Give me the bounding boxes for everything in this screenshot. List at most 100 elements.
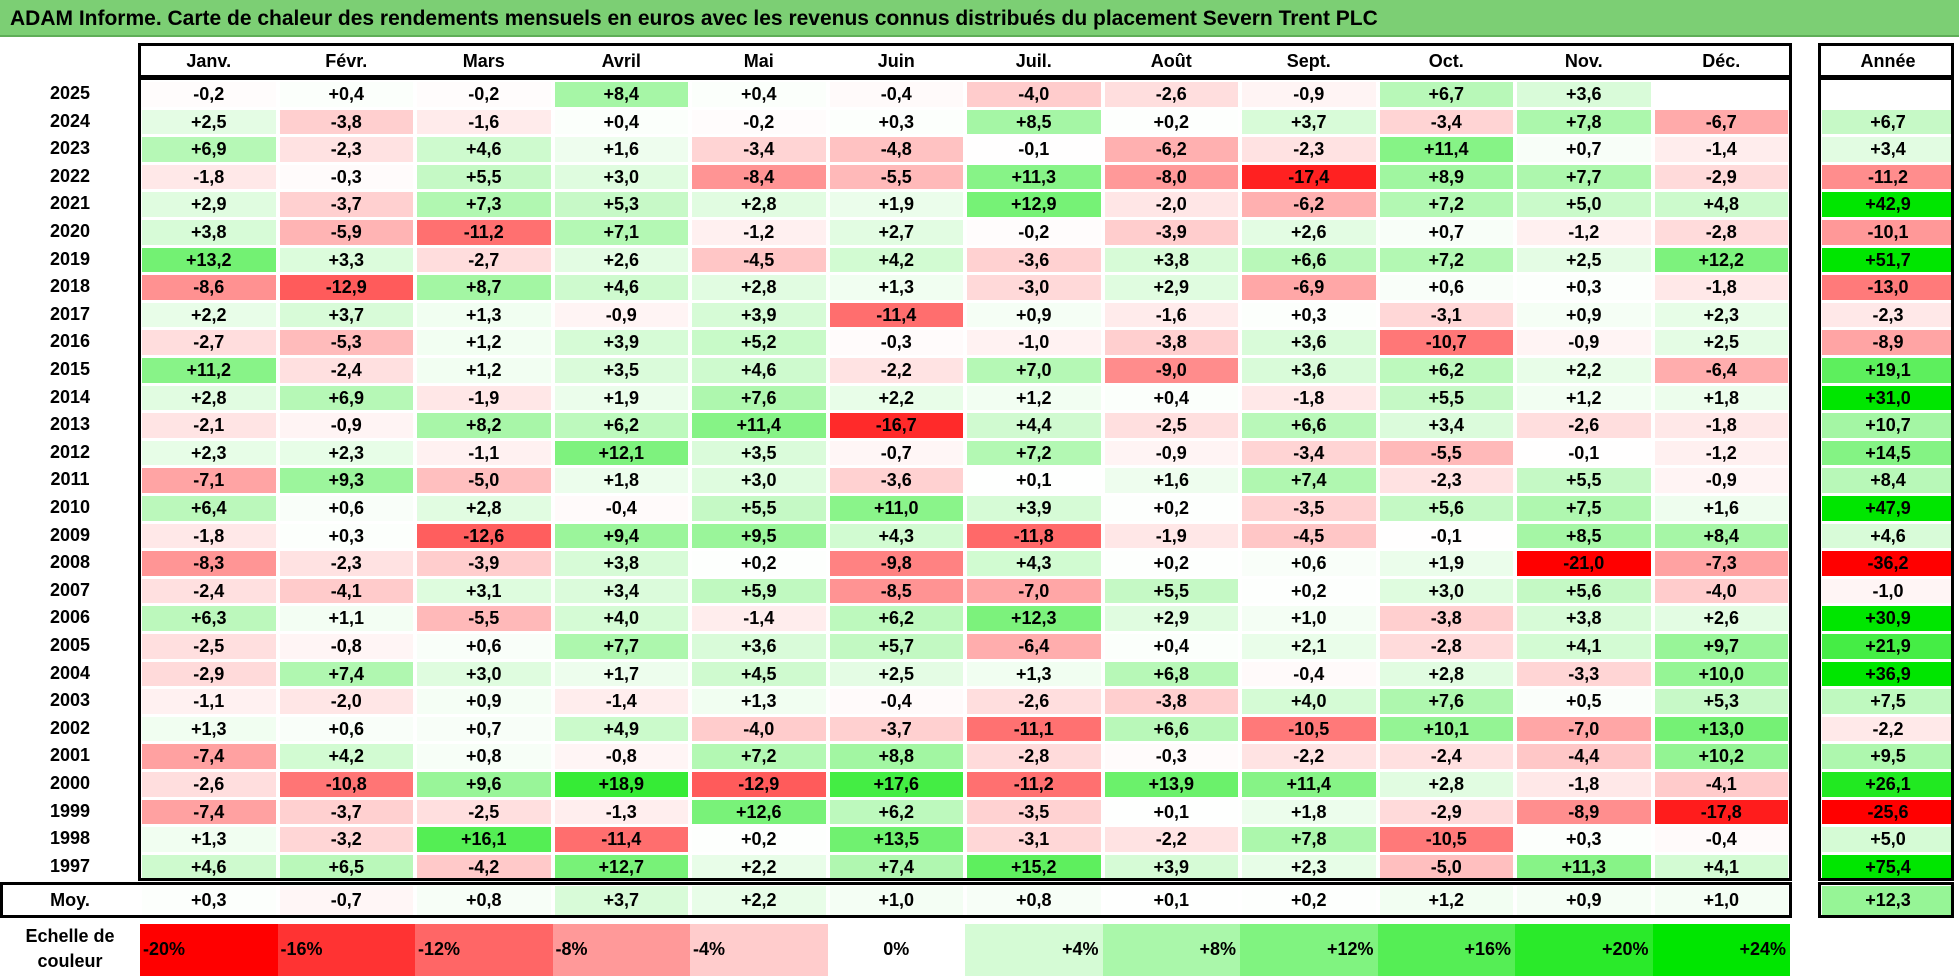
heatmap-cell: -0,2 bbox=[142, 82, 276, 107]
heatmap-cell: -2,9 bbox=[1654, 164, 1788, 190]
annual-cell: +8,4 bbox=[1822, 468, 1954, 493]
heatmap-cell: -0,9 bbox=[1242, 82, 1376, 107]
heatmap-cell: +9,4 bbox=[554, 523, 688, 549]
row-year-label: 2006 bbox=[49, 607, 91, 628]
heatmap-cell: -2,1 bbox=[142, 413, 276, 438]
heatmap-cell: +4,1 bbox=[1517, 634, 1651, 659]
color-scale-stop: -20% bbox=[140, 924, 278, 976]
color-scale-stop: 0% bbox=[827, 924, 965, 976]
color-scale-stop: +4% bbox=[965, 924, 1103, 976]
heatmap-cell: +0,1 bbox=[967, 468, 1101, 493]
heatmap-cell: +8,5 bbox=[967, 109, 1101, 135]
annual-cell: +19,1 bbox=[1822, 358, 1954, 383]
heatmap-cell: -3,4 bbox=[1379, 109, 1513, 135]
annual-cell: +30,9 bbox=[1822, 606, 1954, 631]
heatmap-cell: +1,6 bbox=[1104, 468, 1238, 493]
color-scale-stop: +12% bbox=[1240, 924, 1378, 976]
heatmap-cell: -0,4 bbox=[829, 689, 963, 714]
heatmap-cell: -1,8 bbox=[1654, 413, 1788, 438]
annual-cell: +3,4 bbox=[1822, 137, 1954, 162]
heatmap-cell: -1,3 bbox=[554, 799, 688, 825]
heatmap-cell: +6,5 bbox=[279, 854, 413, 880]
heatmap-cell: +4,0 bbox=[1242, 689, 1376, 714]
heatmap-cell: -0,4 bbox=[829, 82, 963, 107]
heatmap-cell: +13,9 bbox=[1104, 772, 1238, 797]
heatmap-cell: +6,2 bbox=[554, 413, 688, 438]
heatmap-cell: +4,4 bbox=[967, 413, 1101, 438]
average-cell: +0,2 bbox=[1242, 886, 1376, 916]
heatmap-cell: +7,7 bbox=[1517, 164, 1651, 190]
heatmap-cell: -1,9 bbox=[417, 385, 551, 411]
row-year-label: 2011 bbox=[50, 469, 90, 490]
heatmap-cell: -4,2 bbox=[417, 854, 551, 880]
heatmap-cell: +13,2 bbox=[142, 247, 276, 273]
heatmap-cell: -2,2 bbox=[1242, 744, 1376, 769]
heatmap-cell: -12,6 bbox=[417, 523, 551, 549]
heatmap-cell: +4,6 bbox=[417, 137, 551, 162]
heatmap-cell: +7,4 bbox=[829, 854, 963, 880]
heatmap-cell: -2,2 bbox=[829, 358, 963, 383]
heatmap-cell: -3,7 bbox=[829, 716, 963, 742]
heatmap-cell: -8,4 bbox=[692, 164, 826, 190]
heatmap-cell: +0,6 bbox=[1242, 551, 1376, 576]
heatmap-cell: -1,2 bbox=[1517, 220, 1651, 245]
row-year-label: 2023 bbox=[49, 138, 91, 159]
heatmap-cell: +9,3 bbox=[279, 468, 413, 493]
heatmap-cell: +16,1 bbox=[417, 827, 551, 852]
heatmap-cell: +0,4 bbox=[279, 82, 413, 107]
color-scale-stop: +24% bbox=[1652, 924, 1790, 976]
average-cell: +3,7 bbox=[554, 886, 688, 916]
heatmap-cell: -6,7 bbox=[1654, 109, 1788, 135]
heatmap-cell: +0,6 bbox=[1379, 275, 1513, 300]
row-year-label: 2014 bbox=[49, 386, 91, 407]
heatmap-cell: -3,8 bbox=[279, 109, 413, 135]
heatmap-cell: +1,8 bbox=[1654, 385, 1788, 411]
heatmap-cell: +0,2 bbox=[1104, 109, 1238, 135]
heatmap-cell: +2,8 bbox=[1379, 661, 1513, 687]
annual-cell: +14,5 bbox=[1822, 440, 1954, 466]
month-header: Déc. bbox=[1702, 51, 1741, 71]
heatmap-cell: +3,6 bbox=[1517, 82, 1651, 107]
heatmap-cell: -0,9 bbox=[1104, 440, 1238, 466]
heatmap-cell: +1,3 bbox=[692, 689, 826, 714]
heatmap-cell: -3,6 bbox=[829, 468, 963, 493]
heatmap-cell: +5,5 bbox=[417, 164, 551, 190]
color-scale-label: Echelle de couleur bbox=[25, 926, 115, 971]
heatmap-cell: +3,8 bbox=[554, 551, 688, 576]
annual-cell: +6,7 bbox=[1822, 109, 1954, 135]
heatmap-cell: +1,3 bbox=[829, 275, 963, 300]
heatmap-cell: -6,9 bbox=[1242, 275, 1376, 300]
row-year-label: 2009 bbox=[49, 524, 91, 545]
heatmap-cell: +2,5 bbox=[1654, 330, 1788, 355]
heatmap-cell: -0,9 bbox=[279, 413, 413, 438]
heatmap-cell: +10,0 bbox=[1654, 661, 1788, 687]
heatmap-cell: +3,9 bbox=[692, 302, 826, 328]
heatmap-cell: +4,3 bbox=[829, 523, 963, 549]
heatmap-cell: +0,3 bbox=[279, 523, 413, 549]
row-year-label: 2013 bbox=[49, 414, 91, 435]
heatmap-cell: +2,6 bbox=[1242, 220, 1376, 245]
heatmap-cell: +4,6 bbox=[142, 854, 276, 880]
heatmap-cell: +12,3 bbox=[967, 606, 1101, 631]
heatmap-cell: -1,4 bbox=[692, 606, 826, 631]
heatmap-cell: -1,8 bbox=[1654, 275, 1788, 300]
average-cell: -0,7 bbox=[279, 886, 413, 916]
heatmap-cell: -0,1 bbox=[1379, 523, 1513, 549]
heatmap-cell: -8,0 bbox=[1104, 164, 1238, 190]
heatmap-cell: -2,3 bbox=[1242, 137, 1376, 162]
heatmap-cell: +0,7 bbox=[417, 716, 551, 742]
annual-cell: +21,9 bbox=[1822, 634, 1954, 659]
heatmap-cell: -5,9 bbox=[279, 220, 413, 245]
heatmap-cell: +3,3 bbox=[279, 247, 413, 273]
heatmap-cell: +2,5 bbox=[1517, 247, 1651, 273]
heatmap-cell: +0,9 bbox=[1517, 302, 1651, 328]
heatmap-cell: +1,9 bbox=[829, 192, 963, 217]
heatmap-cell: -2,6 bbox=[142, 772, 276, 797]
year-header: Année bbox=[1860, 51, 1916, 71]
heatmap-cell: -0,2 bbox=[417, 82, 551, 107]
heatmap-cell: +11,0 bbox=[829, 496, 963, 521]
heatmap-cell: +6,2 bbox=[1379, 358, 1513, 383]
heatmap-cell: -9,0 bbox=[1104, 358, 1238, 383]
heatmap-cell: +2,8 bbox=[692, 275, 826, 300]
heatmap-cell: +1,6 bbox=[1654, 496, 1788, 521]
